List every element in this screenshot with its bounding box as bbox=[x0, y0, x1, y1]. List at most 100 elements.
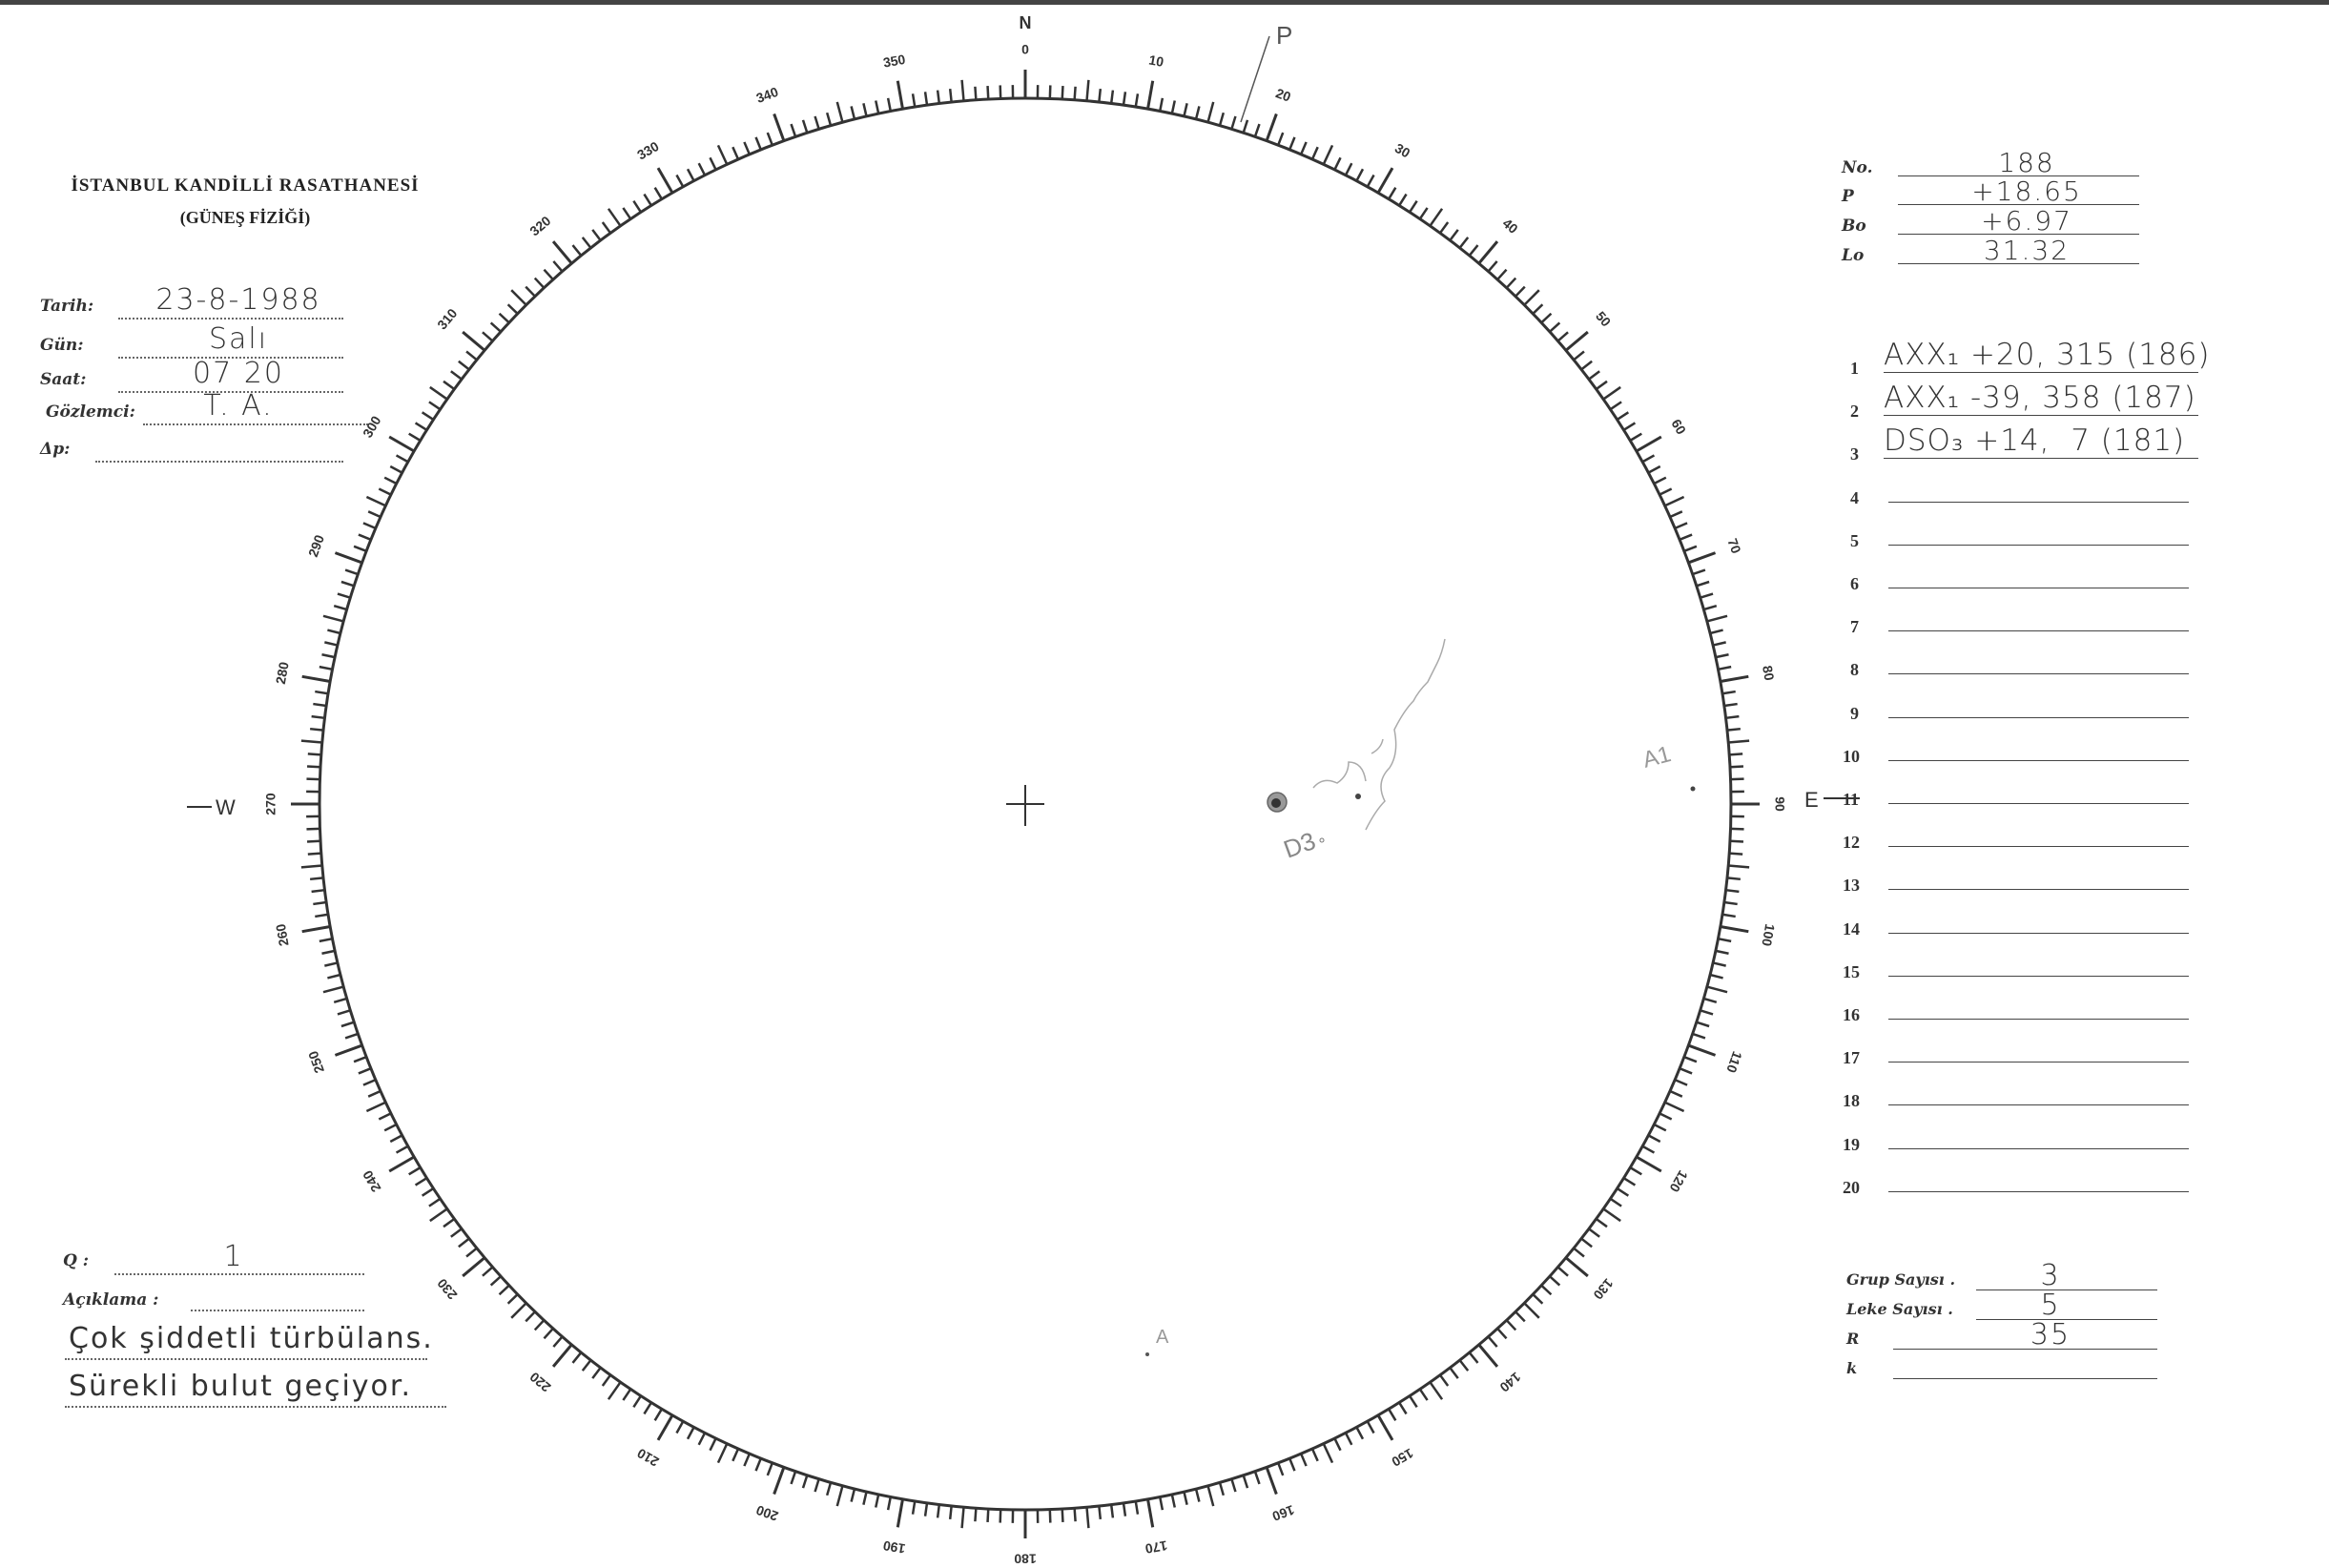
degree-tick bbox=[358, 533, 372, 541]
param-label: Lo bbox=[1842, 246, 1865, 265]
east-label: E bbox=[1804, 788, 1819, 812]
degree-label: 200 bbox=[753, 1502, 780, 1524]
degree-tick bbox=[1706, 614, 1728, 623]
degree-tick bbox=[1556, 1266, 1569, 1277]
degree-tick bbox=[498, 1284, 510, 1296]
field-value: 23-8-1988 bbox=[155, 283, 321, 317]
degree-tick bbox=[1729, 765, 1744, 769]
degree-tick bbox=[1622, 422, 1637, 431]
group-number: 15 bbox=[1843, 961, 1860, 981]
param-line bbox=[1898, 263, 2139, 264]
degree-tick bbox=[686, 1426, 695, 1440]
degree-tick bbox=[656, 1414, 674, 1441]
degree-tick bbox=[1061, 1508, 1064, 1523]
degree-tick bbox=[801, 1475, 809, 1489]
remarks-label: Açıklama : bbox=[63, 1290, 159, 1310]
degree-tick bbox=[533, 277, 546, 289]
degree-tick bbox=[506, 1293, 519, 1305]
degree-tick bbox=[1496, 268, 1508, 280]
degree-tick bbox=[1085, 1507, 1090, 1529]
count-label: Grup Sayısı . bbox=[1846, 1270, 1956, 1289]
degree-tick bbox=[1458, 237, 1470, 249]
group-number: 8 bbox=[1850, 660, 1859, 680]
degree-tick bbox=[311, 714, 325, 720]
remarks-line-2: Sürekli bulut geçiyor. bbox=[69, 1370, 413, 1403]
degree-tick bbox=[1310, 1448, 1319, 1462]
degree-tick bbox=[1532, 1293, 1544, 1305]
degree-tick bbox=[319, 937, 333, 943]
degree-tick bbox=[383, 1123, 398, 1132]
degree-tick bbox=[510, 1302, 527, 1319]
degree-tick bbox=[643, 193, 652, 207]
group-number: 5 bbox=[1850, 530, 1859, 550]
degree-tick bbox=[1692, 568, 1706, 576]
north-marker: N bbox=[1020, 13, 1032, 32]
group-entry: AXX₁ +20, 315 (186) bbox=[1884, 338, 2211, 372]
count-line bbox=[1893, 1378, 2157, 1379]
degree-tick bbox=[1449, 229, 1459, 241]
degree-tick bbox=[450, 1228, 463, 1238]
degree-tick bbox=[327, 973, 341, 980]
degree-label: 50 bbox=[1593, 308, 1614, 329]
group-number: 6 bbox=[1850, 574, 1859, 593]
degree-tick bbox=[421, 1186, 435, 1197]
degree-tick bbox=[365, 1101, 386, 1113]
degree-tick bbox=[353, 1056, 367, 1063]
degree-tick bbox=[974, 86, 978, 100]
degree-tick bbox=[825, 112, 833, 127]
degree-tick bbox=[1540, 312, 1553, 324]
degree-tick bbox=[1310, 146, 1319, 160]
degree-tick bbox=[462, 330, 486, 352]
param-label: Bo bbox=[1842, 217, 1866, 236]
field-line bbox=[118, 357, 343, 359]
degree-tick bbox=[1487, 260, 1498, 273]
degree-tick bbox=[709, 156, 717, 171]
degree-tick bbox=[814, 1478, 820, 1493]
group-line bbox=[1888, 932, 2189, 934]
degree-tick bbox=[333, 604, 348, 611]
degree-tick bbox=[344, 568, 359, 576]
degree-tick bbox=[458, 1237, 470, 1248]
group-number: 3 bbox=[1850, 444, 1859, 464]
degree-tick bbox=[923, 92, 929, 106]
degree-tick bbox=[1265, 113, 1278, 142]
degree-tick bbox=[743, 1453, 752, 1467]
group-line bbox=[1888, 544, 2189, 546]
degree-tick bbox=[1715, 653, 1729, 659]
degree-tick bbox=[408, 432, 422, 442]
degree-tick bbox=[443, 1217, 456, 1228]
degree-tick bbox=[334, 551, 363, 565]
degree-tick bbox=[716, 1443, 729, 1464]
degree-tick bbox=[1659, 487, 1673, 496]
degree-tick bbox=[1515, 285, 1526, 298]
degree-tick bbox=[1458, 1359, 1470, 1372]
facula-outline bbox=[1312, 761, 1367, 789]
degree-tick bbox=[1729, 753, 1743, 756]
group-number: 17 bbox=[1843, 1048, 1860, 1068]
degree-tick bbox=[1696, 580, 1710, 588]
degree-tick bbox=[408, 1166, 422, 1176]
degree-tick bbox=[1146, 1498, 1155, 1528]
degree-tick bbox=[1721, 913, 1736, 918]
degree-tick bbox=[1549, 1275, 1561, 1287]
degree-tick bbox=[923, 1502, 929, 1516]
degree-tick bbox=[850, 1488, 856, 1502]
degree-tick bbox=[1683, 1056, 1698, 1063]
sunspot-group-3: D3 bbox=[1267, 761, 1367, 864]
quality-value: 1 bbox=[223, 1240, 244, 1273]
degree-tick bbox=[1122, 92, 1127, 106]
degree-tick bbox=[1468, 244, 1479, 257]
degree-tick bbox=[1355, 1426, 1365, 1440]
degree-tick bbox=[1253, 123, 1261, 137]
degree-label: 210 bbox=[634, 1445, 661, 1470]
degree-label: 160 bbox=[1270, 1502, 1297, 1524]
degree-tick bbox=[643, 1401, 652, 1415]
degree-tick bbox=[489, 1275, 502, 1287]
degree-tick bbox=[675, 174, 685, 188]
degree-tick bbox=[367, 1089, 381, 1098]
param-line bbox=[1898, 204, 2139, 205]
field-value: 07 20 bbox=[193, 357, 284, 390]
degree-tick bbox=[388, 435, 415, 453]
degree-tick bbox=[948, 88, 953, 103]
degree-tick bbox=[1398, 1401, 1408, 1415]
